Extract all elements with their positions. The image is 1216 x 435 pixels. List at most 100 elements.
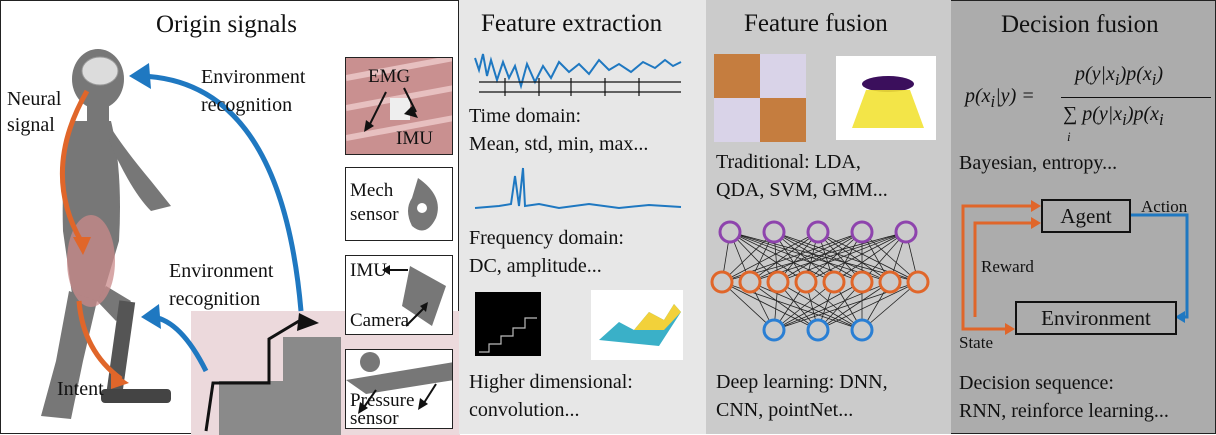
freq-domain-2: DC, amplitude... [469,255,602,277]
reward-state-loop [961,204,1037,331]
nn-edge [773,231,863,283]
nn-edge [861,281,919,331]
nn-edge [861,231,919,283]
nn-edge [749,231,819,283]
time-signal [474,53,682,90]
neural-label-1: Neural [7,88,62,110]
nn-edge [777,231,863,283]
nn-node-layer-2 [794,270,818,294]
nn-node-layer-2 [878,270,902,294]
nn-edge [749,231,863,283]
nn-edge [817,281,919,331]
state-label: State [959,333,993,352]
brain [81,56,119,86]
nn-edge [721,281,775,331]
nn-edge [805,281,863,331]
gmm-peak [862,76,914,92]
fusion-title: Feature fusion [744,10,888,37]
nn-edge [773,281,835,331]
time-windows [479,78,681,96]
intent-label: Intent [57,378,104,400]
nn-edge [773,231,835,283]
nn-edge [749,281,819,331]
prosthesis [101,300,171,403]
emg-label: EMG [368,66,411,87]
env-recognition-arrow-long [140,73,304,312]
path-arrowhead [297,313,319,331]
stairs [219,337,341,435]
origin-title: Origin signals [156,11,297,38]
nn-node-layer-2 [738,270,762,294]
emg-imu-box: EMG IMU [345,57,453,155]
imu-patch [390,98,410,120]
environment-box: Environment [1015,301,1177,335]
nn-edge [817,231,891,283]
decision-title: Decision fusion [1001,11,1159,38]
action-label: Action [1141,197,1188,216]
nn-node-layer-2 [766,270,790,294]
nn-node-layer-3 [850,318,874,342]
neural-signal-arrow [59,89,90,243]
fusion-illustration [710,54,936,342]
walking-path [204,319,300,432]
nn-edge [817,281,891,331]
env-recog-top-1: Environment [201,66,306,88]
nn-edge [805,231,863,283]
higher-dim-1: Higher dimensional: [469,371,633,393]
nn-edge [805,231,907,283]
nn-node-layer-1 [850,220,874,244]
deep-learning-1: Deep learning: DNN, [716,371,888,393]
nn-edge [729,231,835,283]
agent-box: Agent [1041,199,1131,233]
pressure-sensor-box: Pressure sensor [345,349,453,429]
depth-image [475,292,541,356]
nn-node-layer-2 [850,270,874,294]
reward-label: Reward [981,257,1034,276]
neural-network [710,220,930,342]
nn-node-layer-1 [806,220,830,244]
nn-edge [777,281,863,331]
decision-seq-1: Decision sequence: [959,372,1114,394]
nn-node-layer-3 [806,318,830,342]
imu-label: IMU [396,128,433,149]
nn-edge [773,281,863,331]
nn-edge [833,231,907,283]
bayes-note: Bayesian, entropy... [959,152,1118,174]
mech-label-1: Mech [350,180,394,201]
rl-diagram [961,200,1189,335]
nn-node-layer-2 [822,270,846,294]
imu-camera-box: IMU Camera [345,255,453,335]
mech-sensor-box: Mech sensor [345,167,453,241]
time-domain-1: Time domain: [469,105,582,127]
env-recog-mid-2: recognition [169,288,261,310]
decision-seq-2: RNN, reinforce learning... [959,400,1169,422]
nn-node-layer-1 [894,220,918,244]
pressure-label-2: sensor [350,408,399,429]
neural-label-2: signal [7,114,55,136]
freq-spectrum [474,167,682,210]
nn-node-layer-2 [710,270,734,294]
extraction-title: Feature extraction [481,10,663,37]
nn-edge [773,281,891,331]
nn-edge [721,281,819,331]
nn-edge [817,231,919,283]
extraction-illustration [474,53,683,360]
decision-fusion-panel: Decision fusion p(xi|y) = p(y|xi)p(xi) ∑… [951,0,1216,434]
env-recog-mid-1: Environment [169,260,274,282]
feature-fusion-panel: Feature fusion Traditional: LDA, QDA, SV… [706,0,951,434]
nn-edge [749,281,863,331]
pressure-label-1: Pressure [350,390,415,411]
nn-edge [729,231,779,283]
traditional-2: QDA, SVM, GMM... [716,179,888,201]
nn-edge [721,231,819,283]
origin-signals-panel: Origin signals [0,0,460,435]
time-domain-2: Mean, std, min, max... [469,133,649,155]
camera-label: Camera [350,310,410,331]
nn-edge [729,231,807,283]
nn-node-layer-1 [718,220,742,244]
nn-node-layer-3 [762,318,786,342]
nn-node-layer-1 [762,220,786,244]
mech-label-2: sensor [350,204,399,225]
nn-edge [773,231,891,283]
higher-dim-2: convolution... [469,399,580,421]
